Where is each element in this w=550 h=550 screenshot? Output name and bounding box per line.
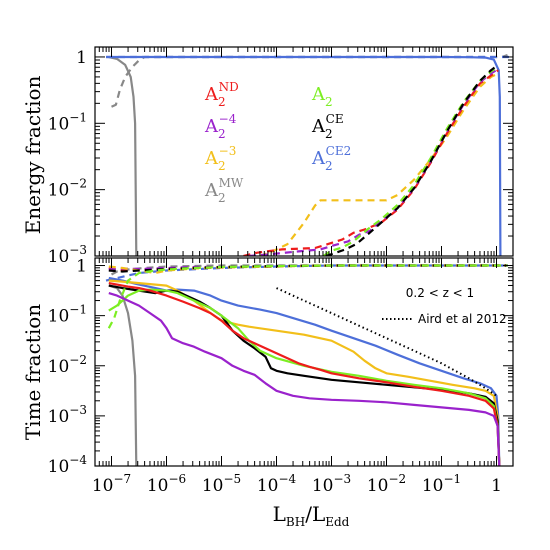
y-tick-label: 10−1: [48, 303, 87, 327]
series-A2ND-dashed: [243, 69, 499, 256]
series-A2m3-solid: [108, 279, 501, 466]
series-A2CE-dashed: [325, 64, 499, 256]
x-tick-label: 10−3: [312, 472, 351, 496]
series-A2CE2-solid: [106, 55, 502, 256]
y-tick-label: 10−1: [48, 110, 87, 134]
y-tick-label: 1: [76, 257, 87, 277]
series-A2MW-solid: [108, 284, 138, 466]
x-ticks: [98, 47, 497, 256]
y-tick-label: 1: [76, 48, 87, 68]
legend-entry-A2: A2: [311, 84, 333, 109]
legend-entry-A2ND: A2ND: [204, 80, 239, 109]
energy-fraction-panel: 1 10−1 10−2 10−3: [48, 46, 514, 267]
y-tick-label: 10−2: [48, 353, 87, 377]
series-A2MW-dashed: [111, 53, 508, 108]
time-fraction-ylabel: Time fraction: [21, 304, 45, 440]
y-tick-label: 10−2: [48, 177, 87, 201]
x-tick-label: 10−1: [422, 472, 461, 496]
legend: A2ND A2 A2−4 A2CE A2−3 A2CE2 A2MW: [204, 80, 351, 205]
series-A2m4-dashed: [248, 67, 499, 256]
legend-entry-A2m4: A2−4: [204, 112, 237, 141]
y-ticks: [95, 56, 513, 257]
legend-entry-A2CE: A2CE: [311, 112, 344, 141]
aird-annotation: Aird et al 2012: [418, 312, 507, 326]
series-A2m4-solid: [108, 292, 501, 466]
x-tick-label: 10−4: [257, 472, 297, 496]
x-ticks: [98, 258, 497, 466]
y-tick-label: 10−3: [48, 243, 87, 267]
series-group: [106, 53, 511, 256]
x-tick-label: 10−7: [92, 472, 131, 496]
series-A2ND-solid: [108, 282, 501, 466]
time-fraction-panel: 1 10−1 10−2 10−3 10−4: [48, 257, 514, 477]
series-A2MW-solid: [108, 55, 138, 256]
series-A2-dashed: [107, 264, 508, 329]
plot-frame: [94, 257, 514, 467]
x-tick-label: 1: [491, 476, 502, 496]
x-tick-label: 10−2: [367, 472, 406, 496]
x-tick-labels: 10−7 10−6 10−5 10−4 10−3 10−2 10−1 1: [92, 472, 502, 496]
legend-entry-A2m3: A2−3: [204, 144, 236, 173]
legend-entry-A2MW: A2MW: [204, 176, 244, 205]
y-ticks: [95, 265, 513, 467]
series-A2m3-dashed: [259, 72, 499, 256]
redshift-annotation: 0.2 < z < 1: [406, 286, 474, 300]
plot-frame: [94, 46, 514, 257]
energy-fraction-ylabel: Energy fraction: [21, 75, 45, 234]
y-tick-label: 10−3: [48, 403, 87, 427]
y-tick-label: 10−4: [48, 453, 88, 477]
x-tick-label: 10−5: [202, 472, 241, 496]
x-tick-label: 10−6: [147, 472, 186, 496]
series-Aird-dotted: [276, 287, 498, 397]
series-group: [105, 264, 511, 466]
legend-entry-A2CE2: A2CE2: [311, 144, 351, 173]
x-axis-label: LBH/LEdd: [273, 502, 350, 529]
series-A2CE2-solid: [108, 276, 501, 466]
